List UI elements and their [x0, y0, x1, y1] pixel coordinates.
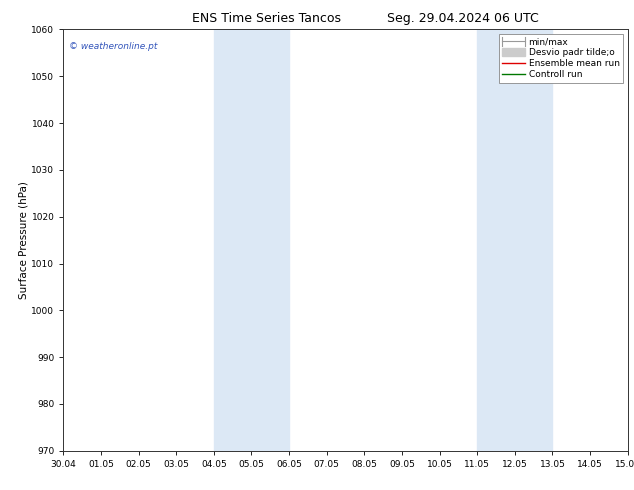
- Legend: min/max, Desvio padr tilde;o, Ensemble mean run, Controll run: min/max, Desvio padr tilde;o, Ensemble m…: [499, 34, 623, 82]
- Text: © weatheronline.pt: © weatheronline.pt: [69, 42, 157, 51]
- Bar: [477, 29, 552, 451]
- Bar: [214, 29, 289, 451]
- Text: ENS Time Series Tancos: ENS Time Series Tancos: [191, 12, 341, 25]
- Y-axis label: Surface Pressure (hPa): Surface Pressure (hPa): [18, 181, 29, 299]
- Text: Seg. 29.04.2024 06 UTC: Seg. 29.04.2024 06 UTC: [387, 12, 539, 25]
